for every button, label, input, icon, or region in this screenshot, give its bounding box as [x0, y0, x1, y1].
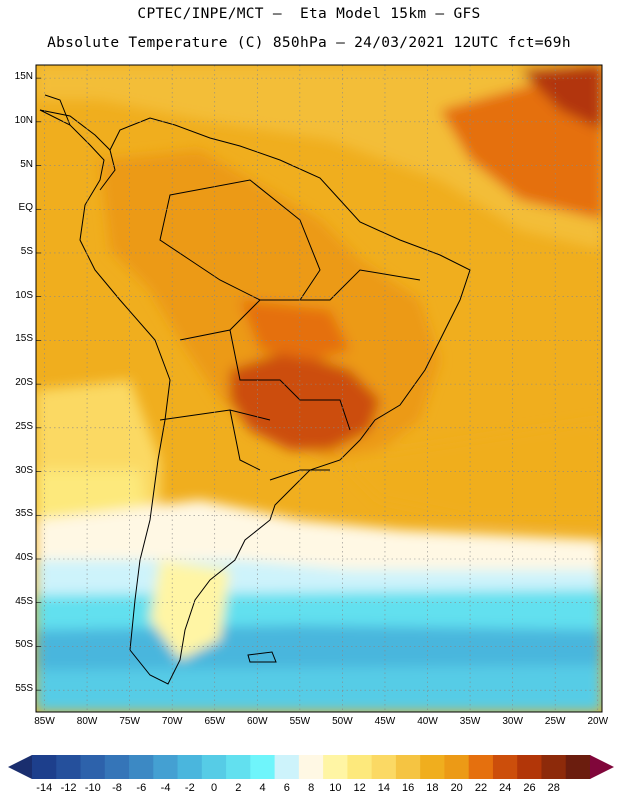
colorbar-swatch — [347, 755, 373, 779]
colorbar-label: 14 — [377, 782, 391, 794]
colorbar-swatch — [371, 755, 397, 779]
colorbar-swatch — [323, 755, 348, 779]
lon-label-25w: 25W — [544, 716, 566, 727]
chart-title-line-2: Absolute Temperature (C) 850hPa – 24/03/… — [47, 35, 571, 51]
lat-label-5s: 5S — [20, 245, 33, 257]
colorbar-swatch — [444, 755, 470, 779]
colorbar-swatch — [226, 755, 251, 779]
lon-label-50w: 50W — [332, 716, 353, 727]
lat-label-25s: 25S — [15, 420, 33, 432]
colorbar-swatch — [80, 755, 106, 779]
lat-label-45s: 45S — [15, 595, 33, 607]
lat-label-20s: 20S — [15, 377, 33, 389]
lon-label-55w: 55W — [289, 716, 311, 727]
lat-label-10n: 10N — [14, 114, 33, 126]
temperature-field — [36, 65, 602, 712]
border-internal — [179, 269, 421, 431]
colorbar-swatch — [104, 755, 130, 779]
map-frame — [35, 64, 603, 713]
colorbar-label: -6 — [136, 782, 147, 794]
lon-label-30w: 30W — [502, 716, 523, 727]
colorbar-swatch — [541, 755, 567, 779]
colorbar-swatch — [201, 755, 227, 779]
colorbar-swatch — [153, 755, 179, 779]
border-north — [44, 94, 116, 191]
lat-label-10s: 10S — [15, 289, 33, 301]
lat-label-55s: 55S — [15, 683, 33, 695]
colorbar-label: 20 — [450, 782, 463, 794]
colorbar-under-arrow — [8, 755, 32, 779]
colorbar-label: -12 — [60, 782, 77, 794]
colorbar-label: 2 — [235, 782, 242, 794]
colorbar-label: 18 — [426, 782, 439, 794]
colorbar-swatch — [274, 755, 300, 779]
colorbar-swatch — [395, 755, 421, 779]
colorbar-label: -8 — [112, 782, 122, 794]
lon-label-40w: 40W — [417, 716, 438, 727]
colorbar-swatch — [492, 755, 518, 779]
colorbar-label: 12 — [353, 782, 366, 794]
lon-label-80w: 80W — [76, 716, 98, 727]
colorbar-label: 28 — [547, 782, 560, 794]
colorbar-label: 24 — [499, 782, 512, 794]
colorbar-swatch — [517, 755, 542, 779]
chart-title-line-1: CPTEC/INPE/MCT – Eta Model 15km – GFS — [137, 6, 481, 22]
lon-label-45w: 45W — [374, 716, 396, 727]
colorbar-label: 4 — [259, 782, 266, 794]
lon-label-65w: 65W — [204, 716, 226, 727]
map-gridlines — [36, 65, 602, 712]
south-america-outline — [39, 109, 471, 685]
lon-label-75w: 75W — [119, 716, 140, 727]
colorbar-swatch — [56, 755, 82, 779]
falklands-outline — [247, 651, 277, 663]
lat-label-15s: 15S — [15, 333, 33, 345]
coastlines-and-borders — [39, 94, 471, 685]
lon-label-20w: 20W — [587, 716, 609, 727]
lon-label-70w: 70W — [161, 716, 183, 727]
colorbar-swatch — [250, 755, 276, 779]
colorbar-swatch — [565, 755, 591, 779]
lat-label-40s: 40S — [15, 551, 33, 563]
colorbar-label: -4 — [160, 782, 171, 794]
lat-label-30s: 30S — [15, 464, 33, 476]
colorbar-label: 0 — [211, 782, 218, 794]
colorbar-swatch — [32, 755, 57, 779]
lat-label-15n: 15N — [14, 71, 33, 83]
colorbar-swatch — [468, 755, 494, 779]
colorbar-label: 8 — [308, 782, 315, 794]
colorbar — [8, 755, 614, 779]
colorbar-over-arrow — [590, 755, 614, 779]
colorbar-label: -10 — [84, 782, 101, 794]
colorbar-label: 16 — [402, 782, 415, 794]
colorbar-label: 10 — [329, 782, 342, 794]
lon-label-60w: 60W — [247, 716, 268, 727]
lat-label-5n: 5N — [20, 158, 33, 170]
colorbar-label: 26 — [523, 782, 536, 794]
lat-label-eq: EQ — [18, 202, 33, 214]
colorbar-label: -14 — [36, 782, 53, 794]
lon-label-85w: 85W — [34, 716, 55, 727]
lon-label-35w: 35W — [459, 716, 481, 727]
lat-label-50s: 50S — [15, 639, 33, 651]
colorbar-label: 6 — [283, 782, 290, 794]
colorbar-label: 22 — [474, 782, 488, 794]
colorbar-swatch — [298, 755, 324, 779]
colorbar-swatch — [420, 755, 445, 779]
colorbar-swatch — [129, 755, 154, 779]
lat-label-35s: 35S — [15, 508, 33, 520]
colorbar-label: -2 — [184, 782, 195, 794]
colorbar-swatch — [177, 755, 203, 779]
